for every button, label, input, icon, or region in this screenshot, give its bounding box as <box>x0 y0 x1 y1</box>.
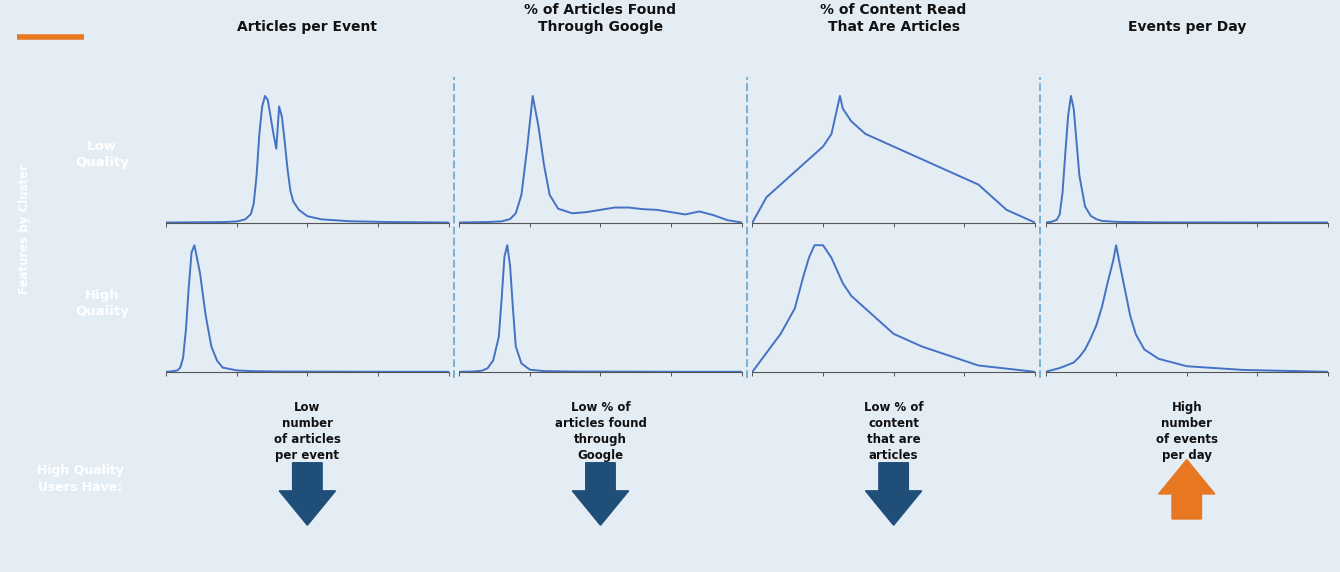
Text: Features by Cluster: Features by Cluster <box>19 164 31 294</box>
Text: High Quality
Users Have:: High Quality Users Have: <box>38 464 123 494</box>
Text: Low % of
content
that are
articles: Low % of content that are articles <box>864 401 923 462</box>
Text: High
Quality: High Quality <box>75 289 129 318</box>
Text: % of Articles Found
Through Google: % of Articles Found Through Google <box>524 3 677 34</box>
Text: Events per Day: Events per Day <box>1127 21 1246 34</box>
Text: Articles per Event: Articles per Event <box>237 21 378 34</box>
Text: Low
number
of articles
per event: Low number of articles per event <box>273 401 340 462</box>
Text: Low % of
articles found
through
Google: Low % of articles found through Google <box>555 401 646 462</box>
Text: Low
Quality: Low Quality <box>75 140 129 169</box>
Text: % of Content Read
That Are Articles: % of Content Read That Are Articles <box>820 3 966 34</box>
Text: High
number
of events
per day: High number of events per day <box>1155 401 1218 462</box>
